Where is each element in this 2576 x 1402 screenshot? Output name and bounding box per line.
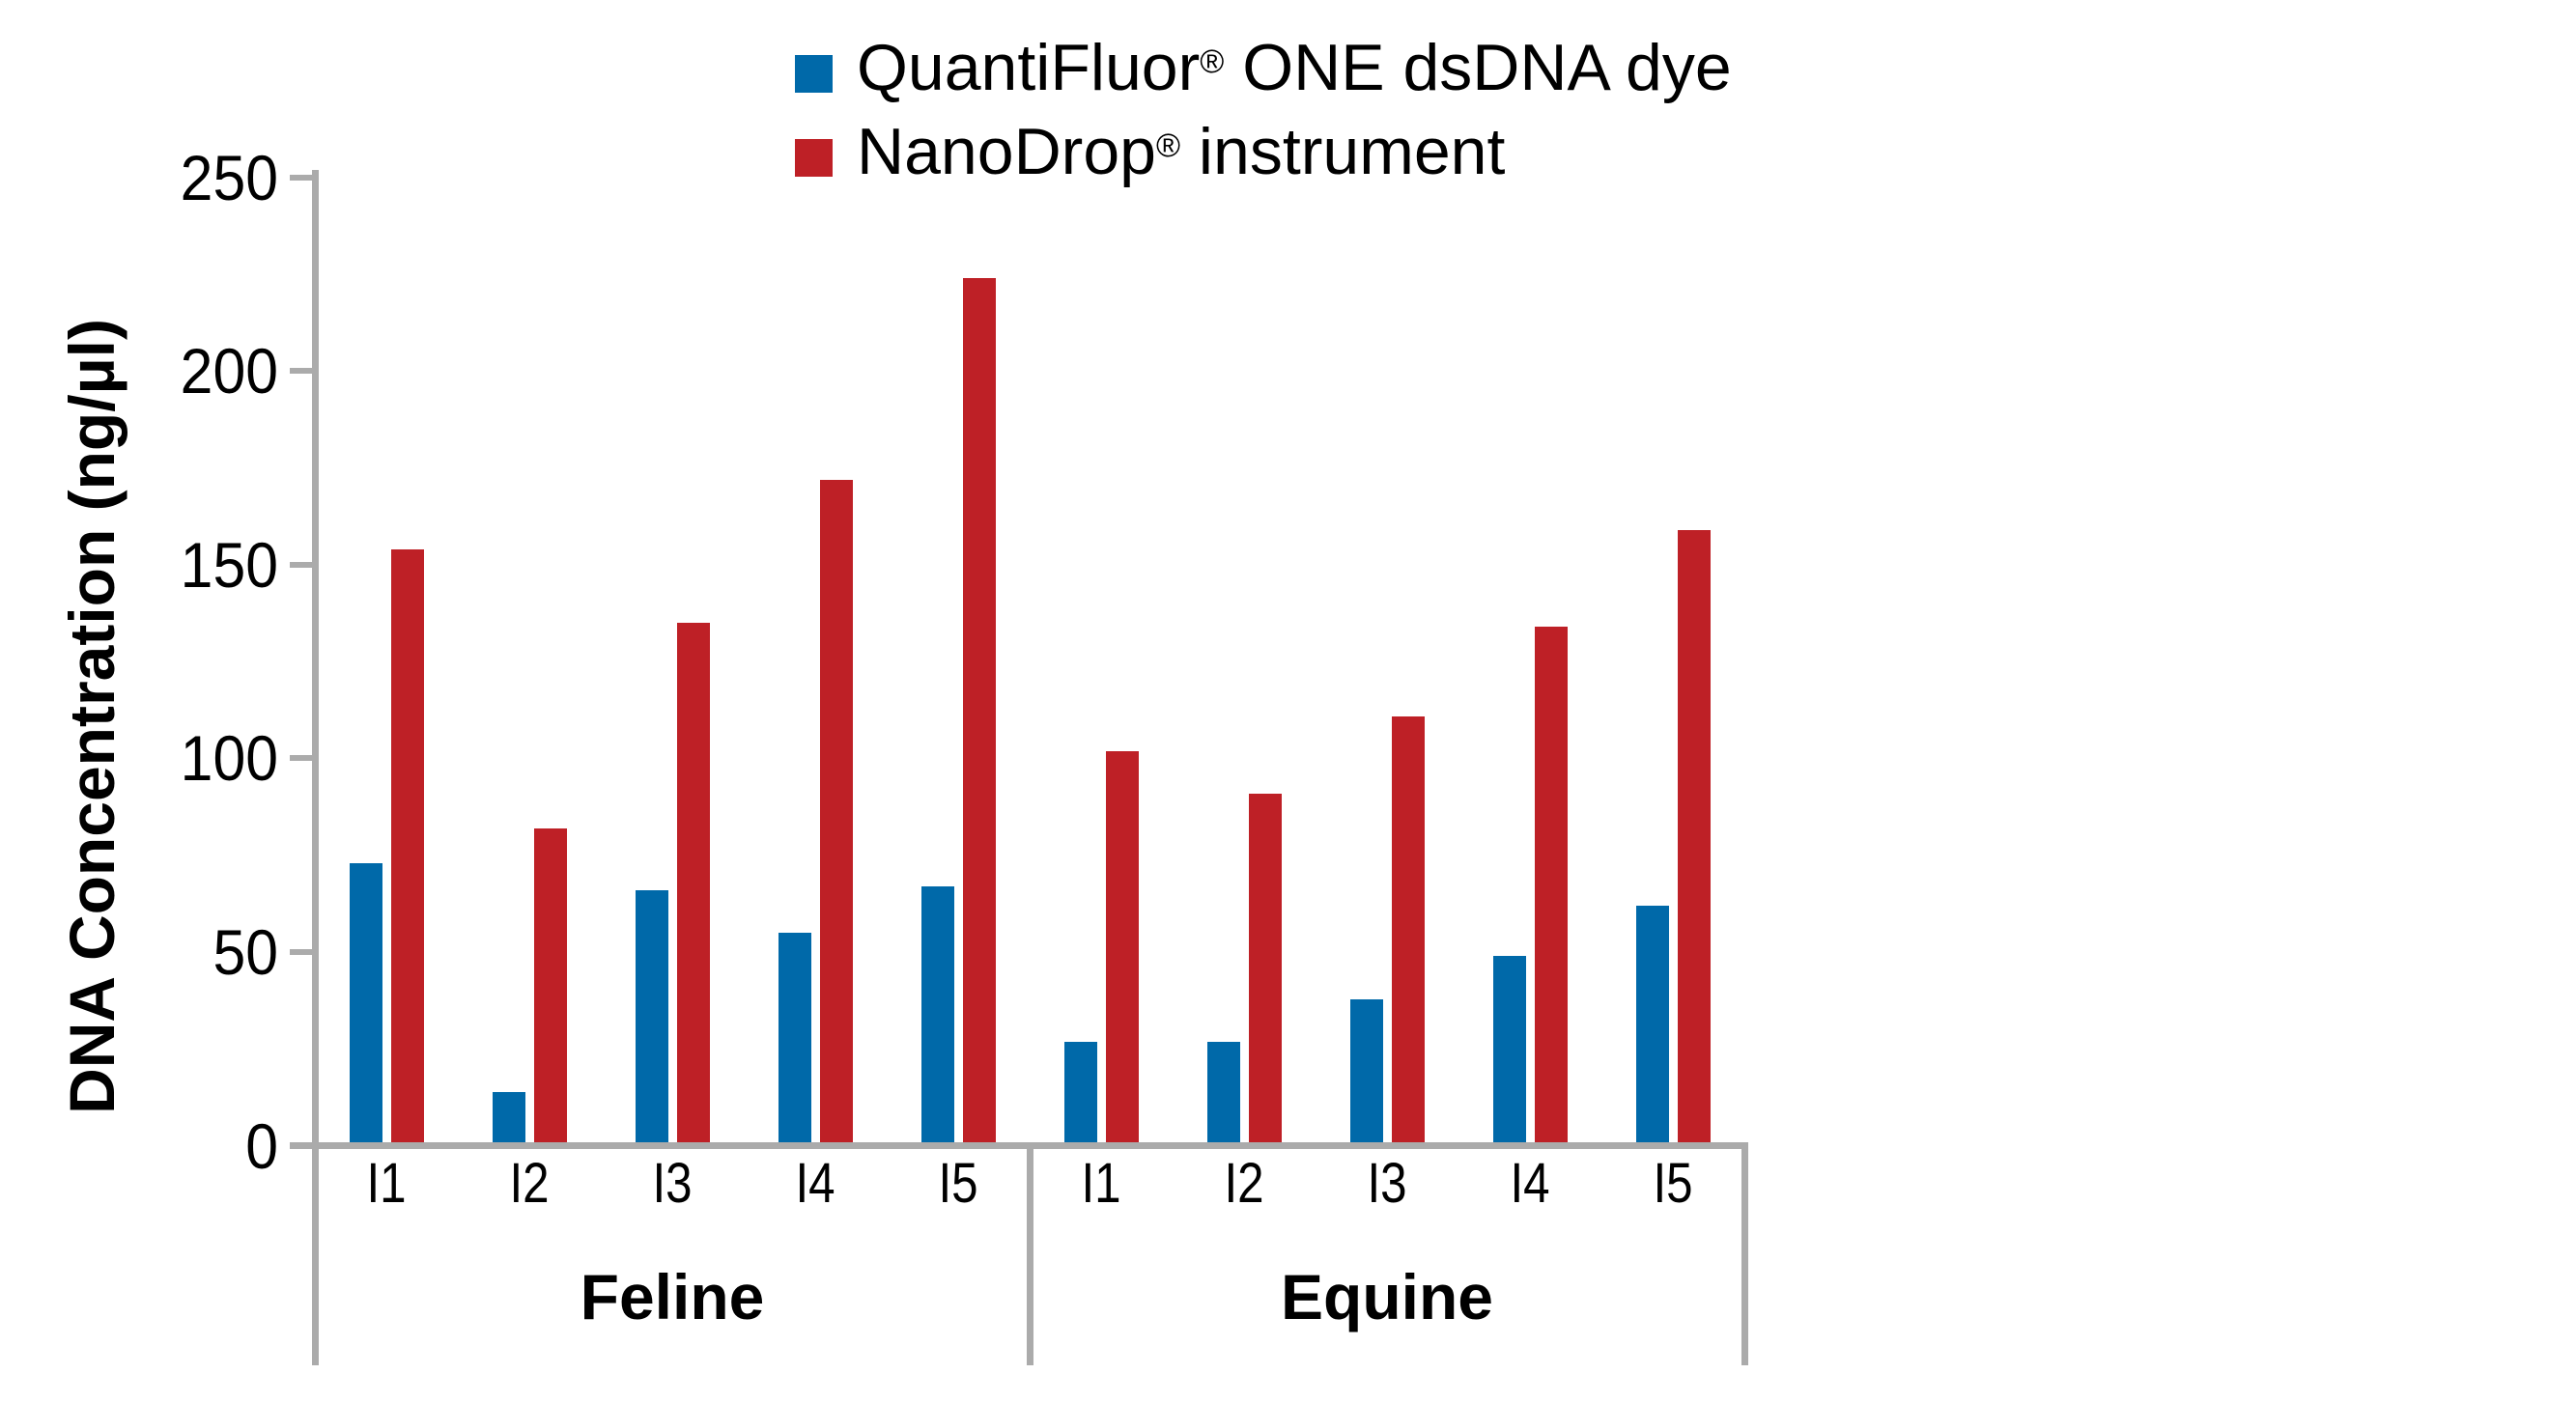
bar-quantifluor-feline-i2 — [492, 1091, 525, 1142]
bar-quantifluor-feline-i4 — [778, 933, 811, 1142]
bar-quantifluor-feline-i1 — [349, 863, 382, 1142]
legend-item-nanodrop: NanoDrop® instrument — [795, 114, 1505, 201]
bar-nanodrop-feline-i3 — [676, 623, 710, 1142]
y-tick-100 — [290, 755, 315, 762]
legend-label-nanodrop: NanoDrop® instrument — [857, 115, 1506, 188]
legend-item-quantifluor: QuantiFluor® ONE dsDNA dye — [795, 30, 1732, 117]
y-tick-250 — [290, 174, 315, 181]
y-tick-label-0: 0 — [245, 1109, 278, 1182]
category-label-equine-i5: I5 — [1653, 1152, 1693, 1215]
bar-quantifluor-feline-i3 — [635, 890, 668, 1142]
category-label-equine-i2: I2 — [1224, 1152, 1264, 1215]
bar-quantifluor-equine-i1 — [1063, 1041, 1097, 1142]
bar-nanodrop-feline-i5 — [962, 278, 996, 1142]
bar-nanodrop-feline-i2 — [533, 828, 567, 1142]
y-tick-label-250: 250 — [180, 141, 278, 213]
bar-quantifluor-equine-i3 — [1349, 998, 1383, 1142]
legend-swatch-quantifluor — [795, 54, 833, 93]
category-label-feline-i4: I4 — [795, 1152, 835, 1215]
group-divider-0 — [1026, 1142, 1033, 1365]
category-label-feline-i1: I1 — [366, 1152, 407, 1215]
bar-nanodrop-equine-i2 — [1248, 793, 1282, 1142]
y-tick-0 — [290, 1142, 315, 1149]
bar-nanodrop-equine-i4 — [1534, 627, 1568, 1142]
y-axis-title: DNA Concentration (ng/µl) — [56, 319, 127, 1114]
y-tick-label-150: 150 — [180, 528, 278, 601]
y-tick-label-100: 100 — [180, 722, 278, 795]
bar-nanodrop-equine-i3 — [1391, 715, 1425, 1142]
bar-quantifluor-equine-i2 — [1206, 1041, 1240, 1142]
x-axis-line — [290, 1142, 1747, 1149]
bar-nanodrop-equine-i1 — [1105, 750, 1139, 1142]
y-axis-line — [311, 170, 319, 1365]
group-label-feline: Feline — [580, 1261, 765, 1332]
category-label-equine-i4: I4 — [1510, 1152, 1550, 1215]
bar-quantifluor-feline-i5 — [920, 886, 954, 1142]
category-label-feline-i2: I2 — [509, 1152, 550, 1215]
y-tick-label-200: 200 — [180, 335, 278, 407]
category-label-feline-i5: I5 — [938, 1152, 978, 1215]
bar-nanodrop-equine-i5 — [1677, 530, 1711, 1142]
bar-nanodrop-feline-i1 — [390, 549, 424, 1142]
bar-quantifluor-equine-i4 — [1492, 956, 1526, 1142]
category-label-feline-i3: I3 — [652, 1152, 693, 1215]
y-tick-150 — [290, 561, 315, 568]
group-label-equine: Equine — [1280, 1261, 1493, 1332]
legend-label-quantifluor: QuantiFluor® ONE dsDNA dye — [857, 31, 1732, 104]
y-tick-200 — [290, 368, 315, 375]
y-tick-label-50: 50 — [212, 915, 278, 988]
category-label-equine-i3: I3 — [1367, 1152, 1407, 1215]
y-tick-50 — [290, 948, 315, 955]
group-divider-1 — [1741, 1142, 1748, 1365]
legend-swatch-nanodrop — [795, 138, 833, 177]
bar-quantifluor-equine-i5 — [1635, 906, 1669, 1142]
category-label-equine-i1: I1 — [1081, 1152, 1121, 1215]
bar-nanodrop-feline-i4 — [819, 479, 853, 1142]
